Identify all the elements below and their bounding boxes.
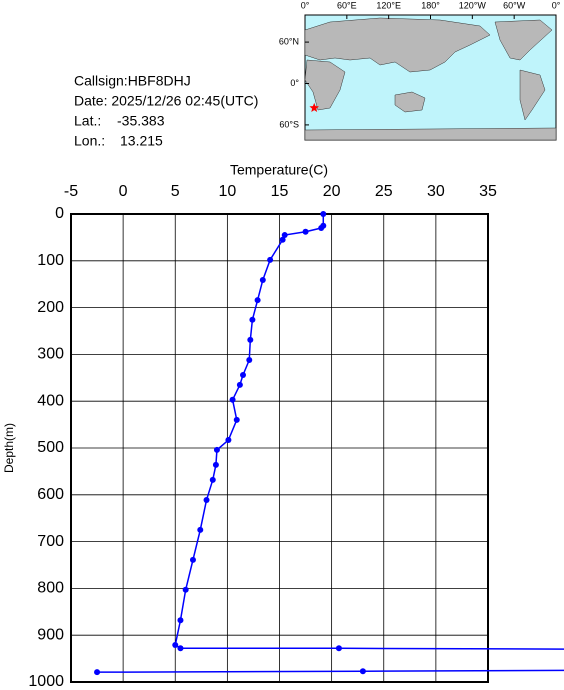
x-tick-label: -5 xyxy=(64,183,78,200)
profile-point xyxy=(335,645,342,652)
callsign: Callsign:HBF8DHJ xyxy=(74,73,191,89)
profile-point xyxy=(247,336,254,343)
profile-point xyxy=(229,396,236,403)
profile-point xyxy=(212,461,219,468)
profile-point xyxy=(189,556,196,563)
x-tick-label: 35 xyxy=(479,183,497,200)
lat-label: Lat.: xyxy=(74,113,101,129)
x-tick-label: 10 xyxy=(218,183,236,200)
x-axis-title: Temperature(C) xyxy=(230,162,328,178)
profile-point xyxy=(359,668,366,675)
plot-frame xyxy=(70,213,489,683)
map-lon-label: 180° xyxy=(421,0,440,10)
profile-point xyxy=(177,617,184,624)
map-lon-label: 0° xyxy=(552,0,561,10)
profile-point xyxy=(240,371,247,378)
profile-point xyxy=(94,669,101,676)
map-lat-label: 0° xyxy=(290,78,299,88)
profile-point xyxy=(236,381,243,388)
profile-point xyxy=(197,526,204,533)
y-tick-label: 1000 xyxy=(28,673,64,690)
y-tick-label: 600 xyxy=(37,486,64,503)
map-lat-label: 60°N xyxy=(279,36,299,46)
y-axis-title: Depth(m) xyxy=(2,423,16,473)
lat-value: -35.383 xyxy=(117,113,165,129)
profile-point xyxy=(302,228,309,235)
y-tick-label: 100 xyxy=(37,252,64,269)
x-tick-label: 20 xyxy=(323,183,341,200)
y-tick-label: 900 xyxy=(37,626,64,643)
profile-point xyxy=(318,225,325,232)
profile-point xyxy=(233,416,240,423)
profile-point xyxy=(177,645,184,652)
y-tick-label: 500 xyxy=(37,439,64,456)
x-tick-label: 30 xyxy=(427,183,445,200)
map-lon-label: 60°W xyxy=(503,0,526,10)
lon-value: 13.215 xyxy=(120,133,163,149)
map-lon-label: 120°E xyxy=(376,0,401,10)
lon-label: Lon.: xyxy=(74,133,105,149)
profile-point xyxy=(267,256,274,263)
profile-point xyxy=(225,437,232,444)
y-tick-label: 0 xyxy=(55,205,64,222)
profile-point xyxy=(182,586,189,593)
station-marker xyxy=(309,102,319,112)
date: Date: 2025/12/26 02:45(UTC) xyxy=(74,93,258,109)
map-lon-label: 60°E xyxy=(337,0,357,10)
profile-point xyxy=(203,496,210,503)
profile-point xyxy=(281,232,288,239)
x-tick-label: 15 xyxy=(271,183,289,200)
profile-point xyxy=(279,236,286,243)
profile-point xyxy=(320,211,327,217)
profile-point xyxy=(213,446,220,453)
x-tick-label: 25 xyxy=(375,183,393,200)
y-tick-label: 700 xyxy=(37,533,64,550)
x-tick-label: 0 xyxy=(119,183,128,200)
profile-point xyxy=(249,316,256,323)
profile-point xyxy=(246,357,253,364)
map-land xyxy=(304,17,557,141)
profile-point xyxy=(172,642,179,649)
profile-point xyxy=(254,297,261,304)
map-lat-label: 60°S xyxy=(279,119,299,129)
y-tick-label: 800 xyxy=(37,580,64,597)
map-lon-label: 0° xyxy=(301,0,310,10)
y-tick-label: 200 xyxy=(37,299,64,316)
profile-point xyxy=(209,476,216,483)
y-tick-label: 300 xyxy=(37,346,64,363)
map-lon-label: 120°W xyxy=(459,0,487,10)
y-tick-label: 400 xyxy=(37,392,64,409)
x-tick-label: 5 xyxy=(171,183,180,200)
profile-point xyxy=(259,276,266,283)
